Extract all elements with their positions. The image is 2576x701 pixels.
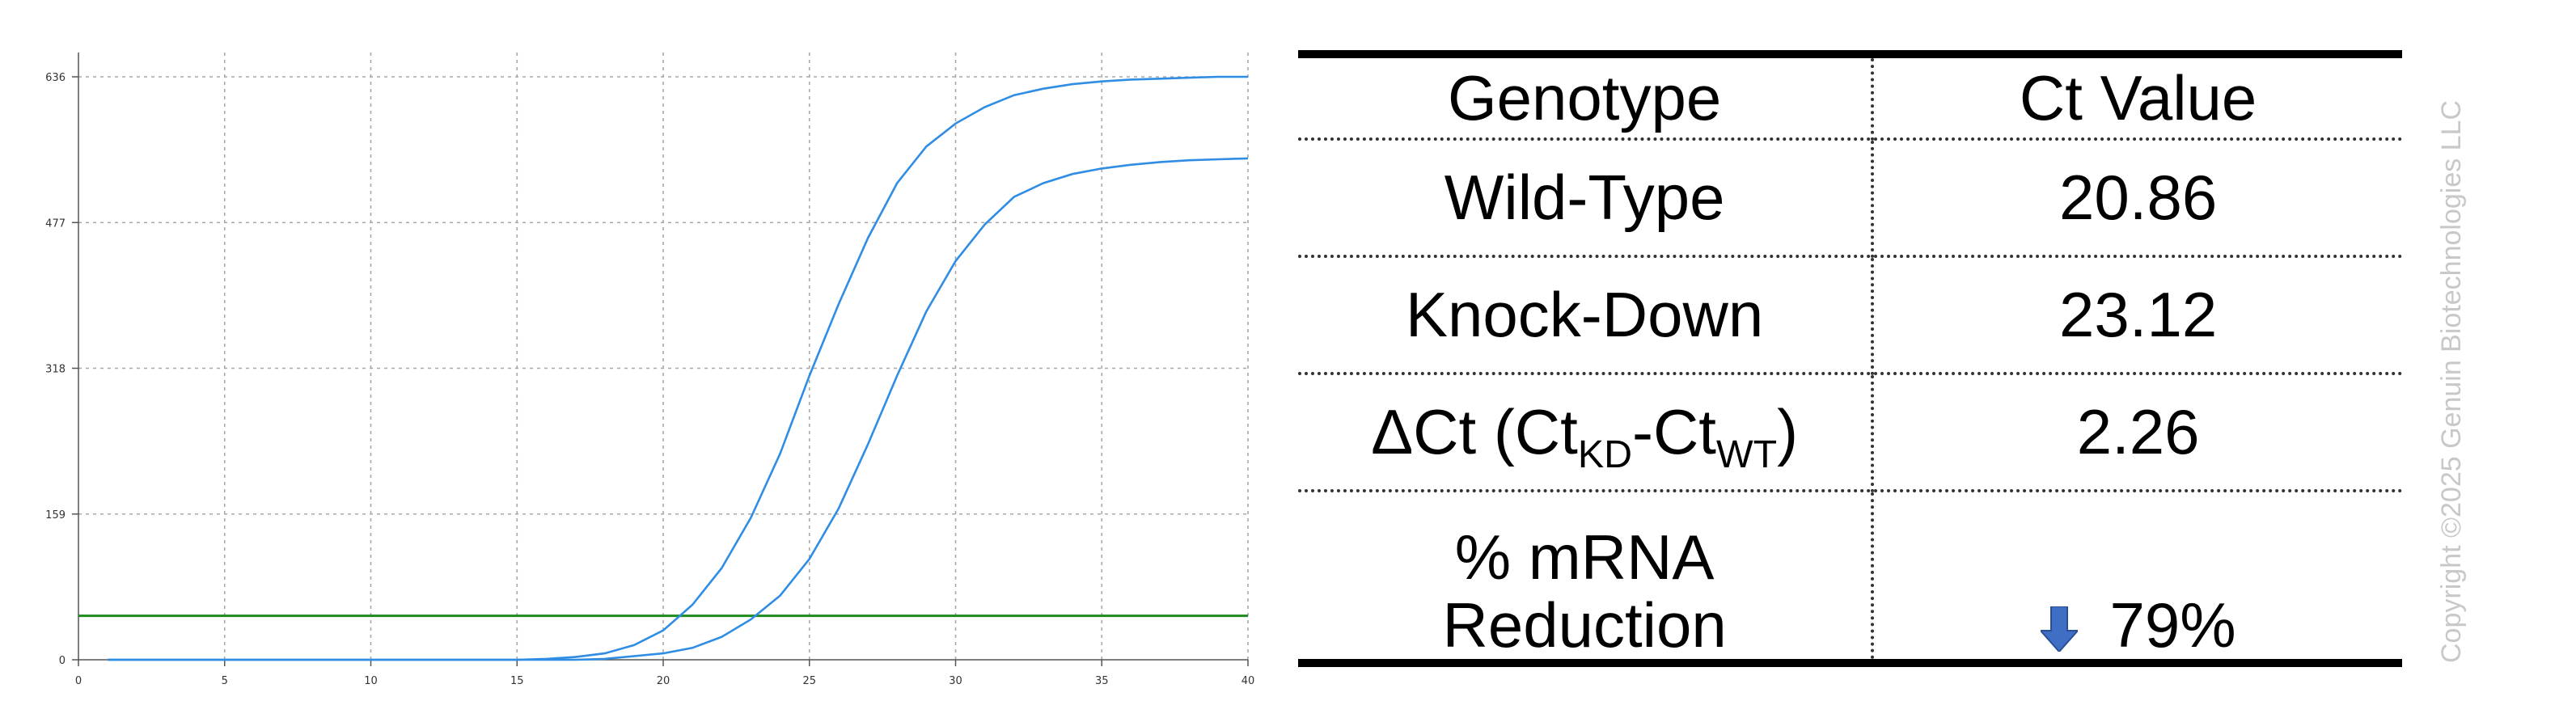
row-label-mrna-reduction: % mRNA Reduction [1298,489,1873,663]
row-label-wild-type: Wild-Type [1298,137,1873,256]
x-tick-label: 10 [364,675,378,687]
y-tick-label: 318 [45,364,66,376]
row-label-knock-down: Knock-Down [1298,255,1873,374]
amplification-curve-2 [108,157,1249,661]
row-value-wild-type: 20.86 [1871,137,2402,256]
table-row: Wild-Type 20.86 [1298,137,2402,256]
header-ct-value: Ct Value [1871,54,2402,139]
row-value-delta-ct: 2.26 [1871,372,2402,491]
chart-grid [78,53,1249,660]
x-tick-label: 40 [1241,675,1255,687]
x-tick-label: 20 [657,675,670,687]
amplification-curve-1 [108,75,1248,661]
down-arrow-icon [2040,606,2078,652]
header-genotype: Genotype [1447,61,1722,133]
chart-series [78,75,1249,661]
chart-axes [78,53,1248,661]
x-tick-label: 0 [75,675,82,687]
y-tick-label: 477 [45,217,66,230]
copyright-watermark: Copyright ©2025 Genuin Biotechnologies L… [2436,99,2467,663]
table-header-row: Genotype Ct Value [1298,54,2402,139]
row-value-knock-down: 23.12 [1871,255,2402,374]
amplification-chart: 0 5 10 15 20 25 30 35 40 0 159 318 477 636 [45,53,1254,687]
chart-ticks: 0 5 10 15 20 25 30 35 40 0 159 318 477 636 [45,72,1254,687]
y-tick-label: 636 [45,72,66,84]
x-tick-label: 30 [949,675,962,687]
x-tick-label: 15 [510,675,524,687]
row-value-mrna-reduction: 79% [1871,489,2402,663]
table-row: % mRNA Reduction 79% [1298,489,2402,663]
table-row: Knock-Down 23.12 [1298,255,2402,374]
table-row: ΔCt (CtKD-CtWT) 2.26 [1298,372,2402,491]
y-tick-label: 159 [45,509,66,522]
x-tick-label: 5 [222,675,228,687]
x-tick-label: 25 [802,675,816,687]
y-tick-label: 0 [59,655,66,667]
x-tick-label: 35 [1095,675,1109,687]
results-table: Genotype Ct Value Wild-Type 20.86 Knock-… [1298,50,2402,667]
row-label-delta-ct: ΔCt (CtKD-CtWT) [1298,372,1873,491]
